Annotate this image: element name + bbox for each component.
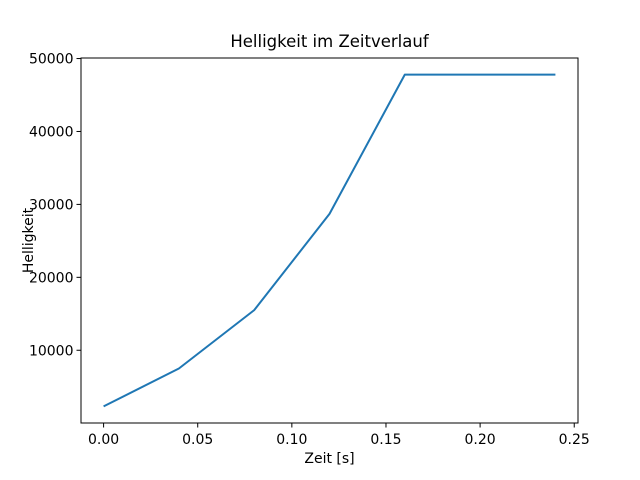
y-tick-label: 40000 (29, 124, 74, 140)
x-tick-label: 0.00 (88, 432, 119, 448)
x-tick-label: 0.25 (559, 432, 590, 448)
x-tick-label: 0.05 (182, 432, 213, 448)
y-axis-label: Helligkeit (21, 207, 37, 273)
x-tick-label: 0.15 (370, 432, 401, 448)
y-tick-label: 30000 (29, 197, 74, 213)
x-tick-label: 0.20 (465, 432, 496, 448)
x-tick-label: 0.10 (276, 432, 307, 448)
x-axis-label: Zeit [s] (304, 451, 354, 467)
y-tick-label: 20000 (29, 270, 74, 286)
y-tick-label: 10000 (29, 343, 74, 359)
y-tick-label: 50000 (29, 52, 74, 68)
axes-frame (80, 57, 579, 424)
chart-generated-content: 0.00 0.05 0.10 0.15 0.20 0.25 10000 20000 30000 4… (29, 52, 590, 448)
chart-title: Helligkeit im Zeitverlauf (230, 32, 429, 51)
data-series-line (103, 73, 556, 408)
plot-area (81, 58, 578, 423)
